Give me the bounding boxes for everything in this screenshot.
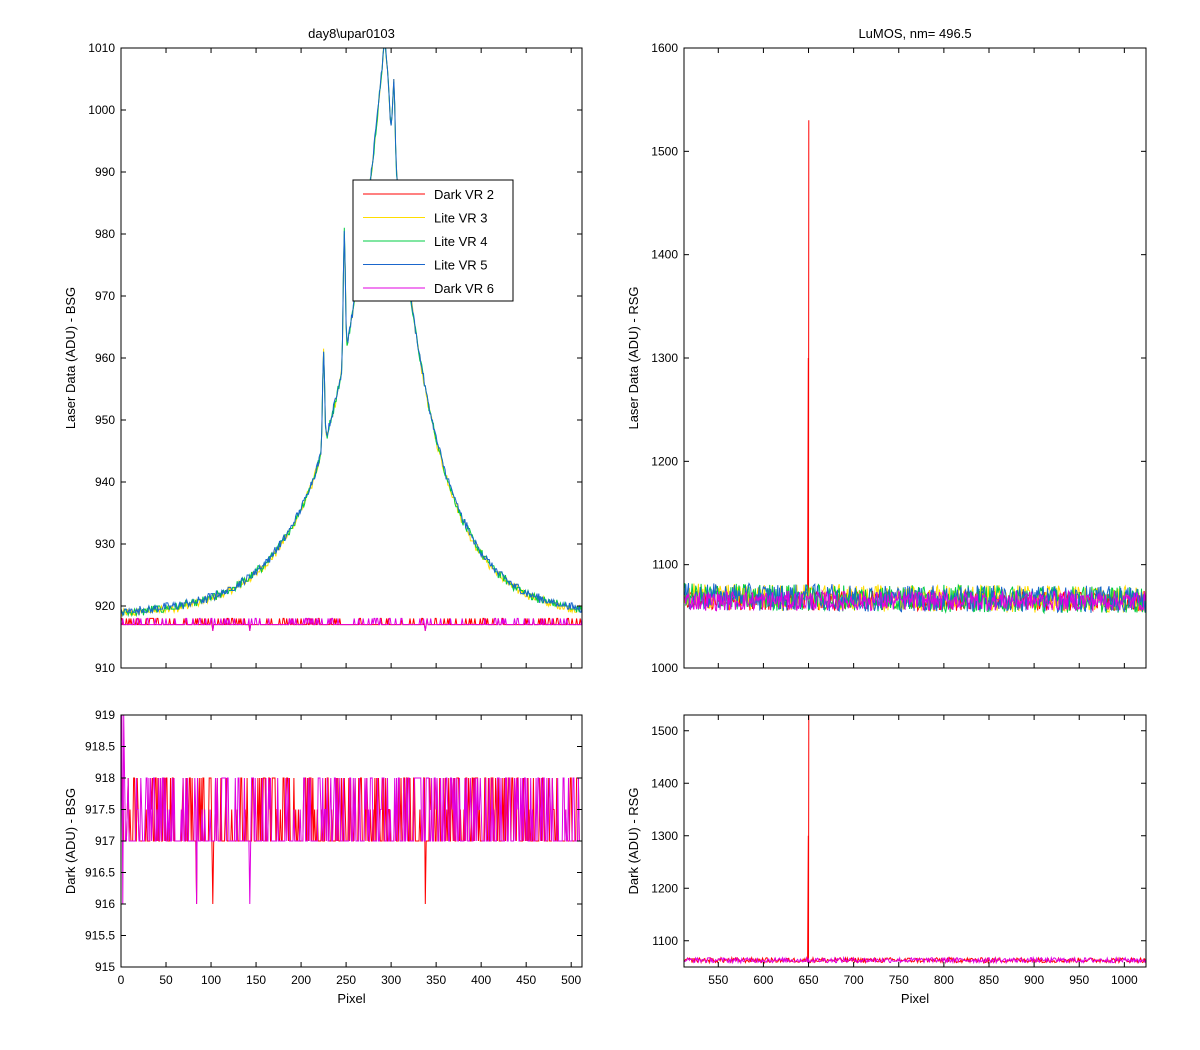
y-tick-label: 910 xyxy=(95,661,115,675)
series-dark-vr-6 xyxy=(121,715,582,905)
y-tick-label: 1100 xyxy=(652,558,678,572)
y-tick-label: 916.5 xyxy=(85,866,115,880)
y-tick-label: 1000 xyxy=(88,103,115,117)
y-tick-label: 960 xyxy=(95,351,115,365)
plot-area xyxy=(684,48,1146,668)
x-tick-label: 250 xyxy=(336,973,356,987)
y-tick-label: 916 xyxy=(95,897,115,911)
x-tick-label: 150 xyxy=(246,973,266,987)
chart-3: 0 50 100 150 200 250 300 350 400 450 500 915 915.5 91… xyxy=(63,708,583,1006)
x-tick-label: 1000 xyxy=(1111,973,1138,987)
chart-1: 910 920 930 940 950 960 970 980 990 1000 1010 day8\… xyxy=(63,26,583,675)
x-tick-label: 100 xyxy=(201,973,221,987)
axes-frame xyxy=(683,714,1147,968)
legend-label: Lite VR 4 xyxy=(434,234,487,249)
y-tick-label: 1000 xyxy=(651,661,678,675)
x-tick-label: 700 xyxy=(844,973,864,987)
y-tick-label: 920 xyxy=(95,599,115,613)
y-tick-label: 919 xyxy=(95,708,115,722)
plot-lines xyxy=(684,715,1146,965)
legend-label: Dark VR 6 xyxy=(434,281,494,296)
legend-label: Lite VR 5 xyxy=(434,258,487,273)
y-tick-label: 1010 xyxy=(88,41,115,55)
x-tick-label: 850 xyxy=(979,973,999,987)
x-tick-label: 350 xyxy=(426,973,446,987)
y-tick-label: 1200 xyxy=(651,454,678,468)
y-tick-label: 1200 xyxy=(651,881,678,895)
y-axis-label: Dark (ADU) - RSG xyxy=(626,788,641,895)
x-tick-label: 500 xyxy=(561,973,581,987)
x-axis-label: Pixel xyxy=(337,991,365,1006)
x-tick-label: 650 xyxy=(799,973,819,987)
chart-title: LuMOS, nm= 496.5 xyxy=(858,26,971,41)
y-tick-label: 917 xyxy=(95,834,115,848)
x-tick-label: 750 xyxy=(889,973,909,987)
series-dark-vr-2 xyxy=(684,715,1146,965)
legend: Dark VR 2 Lite VR 3 Lite VR 4 Lite VR 5 Dark… xyxy=(352,179,514,302)
y-tick-label: 1500 xyxy=(651,144,678,158)
x-tick-label: 800 xyxy=(934,973,954,987)
x-axis-label: Pixel xyxy=(901,991,929,1006)
plot-area xyxy=(121,48,582,668)
y-tick-label: 918.5 xyxy=(85,740,115,754)
series-dark-vr-6 xyxy=(121,617,582,631)
y-tick-label: 1400 xyxy=(651,248,678,262)
legend-label: Lite VR 3 xyxy=(434,211,487,226)
y-tick-label: 917.5 xyxy=(85,803,115,817)
series-lite-vr-4 xyxy=(684,583,1146,615)
x-tick-label: 600 xyxy=(753,973,773,987)
y-axis-label: Dark (ADU) - BSG xyxy=(63,788,78,894)
x-tick-label: 400 xyxy=(471,973,491,987)
x-tick-label: 300 xyxy=(381,973,401,987)
plot-area xyxy=(684,715,1146,967)
series-lite-vr-5 xyxy=(121,48,582,618)
y-axis-label: Laser Data (ADU) - BSG xyxy=(63,287,78,429)
x-tick-label: 900 xyxy=(1024,973,1044,987)
y-tick-label: 940 xyxy=(95,475,115,489)
y-tick-label: 918 xyxy=(95,771,115,785)
x-tick-label: 450 xyxy=(516,973,536,987)
chart-title: day8\upar0103 xyxy=(308,26,395,41)
plot-lines xyxy=(121,715,582,905)
y-tick-label: 950 xyxy=(95,413,115,427)
series-dark-vr-6 xyxy=(684,955,1146,965)
legend-label: Dark VR 2 xyxy=(434,187,494,202)
y-tick-label: 915.5 xyxy=(85,929,115,943)
y-tick-label: 915 xyxy=(95,960,115,974)
y-tick-label: 1100 xyxy=(652,934,678,948)
chart-4: 550 600 650 700 750 800 850 900 950 1000 1100 1200 1… xyxy=(626,714,1147,1006)
x-tick-label: 200 xyxy=(291,973,311,987)
y-tick-label: 1500 xyxy=(651,724,678,738)
y-tick-label: 1300 xyxy=(651,351,678,365)
series-dark-vr-6 xyxy=(684,589,1146,613)
x-tick-label: 950 xyxy=(1069,973,1089,987)
x-tick-label: 550 xyxy=(708,973,728,987)
plot-lines xyxy=(121,48,582,631)
y-tick-label: 930 xyxy=(95,537,115,551)
plot-lines xyxy=(684,120,1146,615)
y-tick-label: 1400 xyxy=(651,776,678,790)
y-tick-label: 980 xyxy=(95,227,115,241)
x-tick-label: 50 xyxy=(159,973,173,987)
y-tick-label: 1300 xyxy=(651,829,678,843)
y-tick-label: 970 xyxy=(95,289,115,303)
x-tick-label: 0 xyxy=(118,973,125,987)
y-tick-label: 990 xyxy=(95,165,115,179)
chart-2: 1000 1100 1200 1300 1400 1500 1600 LuMOS, nm= 4… xyxy=(626,26,1147,675)
y-tick-label: 1600 xyxy=(651,41,678,55)
y-axis-label: Laser Data (ADU) - RSG xyxy=(626,286,641,429)
